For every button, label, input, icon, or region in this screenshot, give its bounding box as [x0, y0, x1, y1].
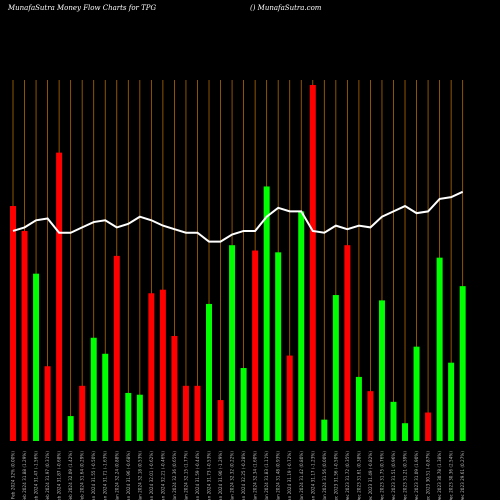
- bar: [44, 366, 51, 441]
- bar: [298, 211, 305, 441]
- x-tick-label: 13 Dec 2023 29.61 (0.27%): [460, 451, 465, 500]
- bar: [67, 416, 74, 441]
- x-tick-label: 18 Jan 2024 31.59 (-0.44%): [195, 451, 200, 500]
- x-tick-label: 10 Jan 2024 32.34 (1.60%): [253, 451, 258, 500]
- bar: [102, 353, 109, 441]
- bar: [182, 385, 189, 441]
- bar: [113, 255, 120, 441]
- bar: [367, 391, 374, 441]
- bar: [459, 286, 466, 441]
- chart-header-right: () MunafaSutra.com: [250, 4, 322, 12]
- x-tick-label: 07 Feb 2024 31.47 (-1.56%): [34, 451, 39, 500]
- x-tick-label: 15 Dec 2023 30.78 (1.38%): [437, 451, 442, 500]
- x-tick-label: 08 Feb 2024 31.88 (1.29%): [22, 451, 27, 500]
- bar: [390, 401, 397, 441]
- bar: [344, 245, 351, 441]
- x-tick-label: 09 Jan 2024 31.83 (1.11%): [264, 451, 269, 500]
- x-tick-label: 05 Jan 2024 31.19 (-0.72%): [287, 451, 292, 500]
- x-tick-label: 02 Jan 2024 31.56 (0.00%): [322, 451, 327, 500]
- money-flow-line: [12, 190, 464, 243]
- bar: [194, 385, 201, 441]
- bar: [33, 273, 40, 441]
- bar: [217, 400, 224, 441]
- bar: [252, 250, 259, 441]
- x-tick-label: 01 Feb 2024 31.64 (0.29%): [80, 451, 85, 500]
- x-tick-label: 06 Feb 2024 31.97 (0.31%): [45, 451, 50, 500]
- x-tick-label: 08 Jan 2024 31.48 (0.93%): [276, 451, 281, 500]
- bar: [425, 412, 432, 441]
- x-tick-label: 25 Jan 2024 32.18 (0.53%): [137, 451, 142, 500]
- bar: [206, 303, 213, 441]
- bar: [436, 257, 443, 441]
- bar: [355, 376, 362, 441]
- x-tick-label: 26 Dec 2023 31.49 (-0.82%): [368, 451, 373, 500]
- bar: [125, 392, 132, 441]
- bar: [148, 293, 155, 441]
- bar: [159, 289, 166, 441]
- x-tick-label: 14 Dec 2023 30.36 (2.54%): [449, 451, 454, 500]
- bar: [229, 245, 236, 441]
- bar: [56, 152, 63, 441]
- x-tick-label: 19 Jan 2024 32.15 (1.77%): [183, 451, 188, 500]
- x-tick-label: 04 Jan 2024 31.42 (0.80%): [299, 451, 304, 500]
- chart-header-left: MunafaSutra Money Flow Charts for TPG: [7, 4, 156, 12]
- x-tick-label: 16 Jan 2024 31.90 (-1.29%): [218, 451, 223, 500]
- x-tick-label: 19 Dec 2023 31.09 (1.90%): [414, 451, 419, 500]
- bar: [286, 355, 293, 441]
- x-tick-label: 18 Dec 2023 30.51 (-0.87%): [426, 451, 431, 500]
- x-tick-label: 12 Jan 2024 32.32 (0.22%): [230, 451, 235, 500]
- bar: [171, 335, 178, 441]
- bar: [332, 295, 339, 441]
- x-tick-label: 20 Dec 2023 31.21 (0.39%): [403, 451, 408, 500]
- x-tick-label: 17 Jan 2024 31.73 (-0.53%): [207, 451, 212, 500]
- x-tick-labels: 09 Feb 2024 32% (0.00%) 08 Feb 2024 31.88…: [11, 451, 466, 500]
- bar: [263, 186, 270, 441]
- bar: [21, 230, 28, 441]
- x-tick-label: 23 Jan 2024 32.21 (-0.46%): [160, 451, 165, 500]
- x-tick-label: 09 Feb 2024 32% (0.00%): [11, 451, 16, 500]
- bar: [90, 337, 97, 441]
- x-tick-label: 29 Jan 2024 32.24 (0.88%): [114, 451, 119, 500]
- x-tick-label: 29 Dec 2023 31.56 (-0.50%): [333, 451, 338, 500]
- x-tick-label: 05 Feb 2024 31.87 (-0.68%): [57, 451, 62, 500]
- x-tick-label: 22 Jan 2024 32.36 (0.65%): [172, 451, 177, 500]
- x-tick-label: 22 Dec 2023 31.75 (0.76%): [379, 451, 384, 500]
- bar: [240, 368, 247, 441]
- x-tick-label: 31 Jan 2024 31.55 (-0.50%): [91, 451, 96, 500]
- bar: [413, 346, 420, 441]
- money-flow-bars: [10, 85, 466, 441]
- bar: [275, 252, 282, 441]
- bar: [10, 206, 16, 441]
- bar: [448, 362, 455, 441]
- bar: [79, 385, 86, 441]
- bar: [402, 423, 409, 441]
- x-tick-label: 30 Jan 2024 31.71 (-1.63%): [103, 451, 108, 500]
- x-tick-label: 24 Jan 2024 32.01 (-0.62%): [149, 451, 154, 500]
- bar: [378, 300, 385, 441]
- bar: [136, 394, 143, 441]
- x-tick-label: 26 Jan 2024 31.96 (-0.68%): [126, 451, 131, 500]
- x-tick-label: 28 Dec 2023 31.72 (0.35%): [345, 451, 350, 500]
- x-tick-label: 21 Dec 2023 31.51 (0.96%): [391, 451, 396, 500]
- bar: [321, 419, 328, 441]
- x-tick-label: 03 Jan 2024 31.17 (-1.23%): [310, 451, 315, 500]
- x-tick-label: 02 Feb 2024 32.09 (1.42%): [68, 451, 73, 500]
- x-tick-label: 27 Dec 2023 31.61 (0.38%): [356, 451, 361, 500]
- x-tick-label: 11 Jan 2024 32.25 (-0.28%): [241, 451, 246, 500]
- bar: [309, 85, 316, 441]
